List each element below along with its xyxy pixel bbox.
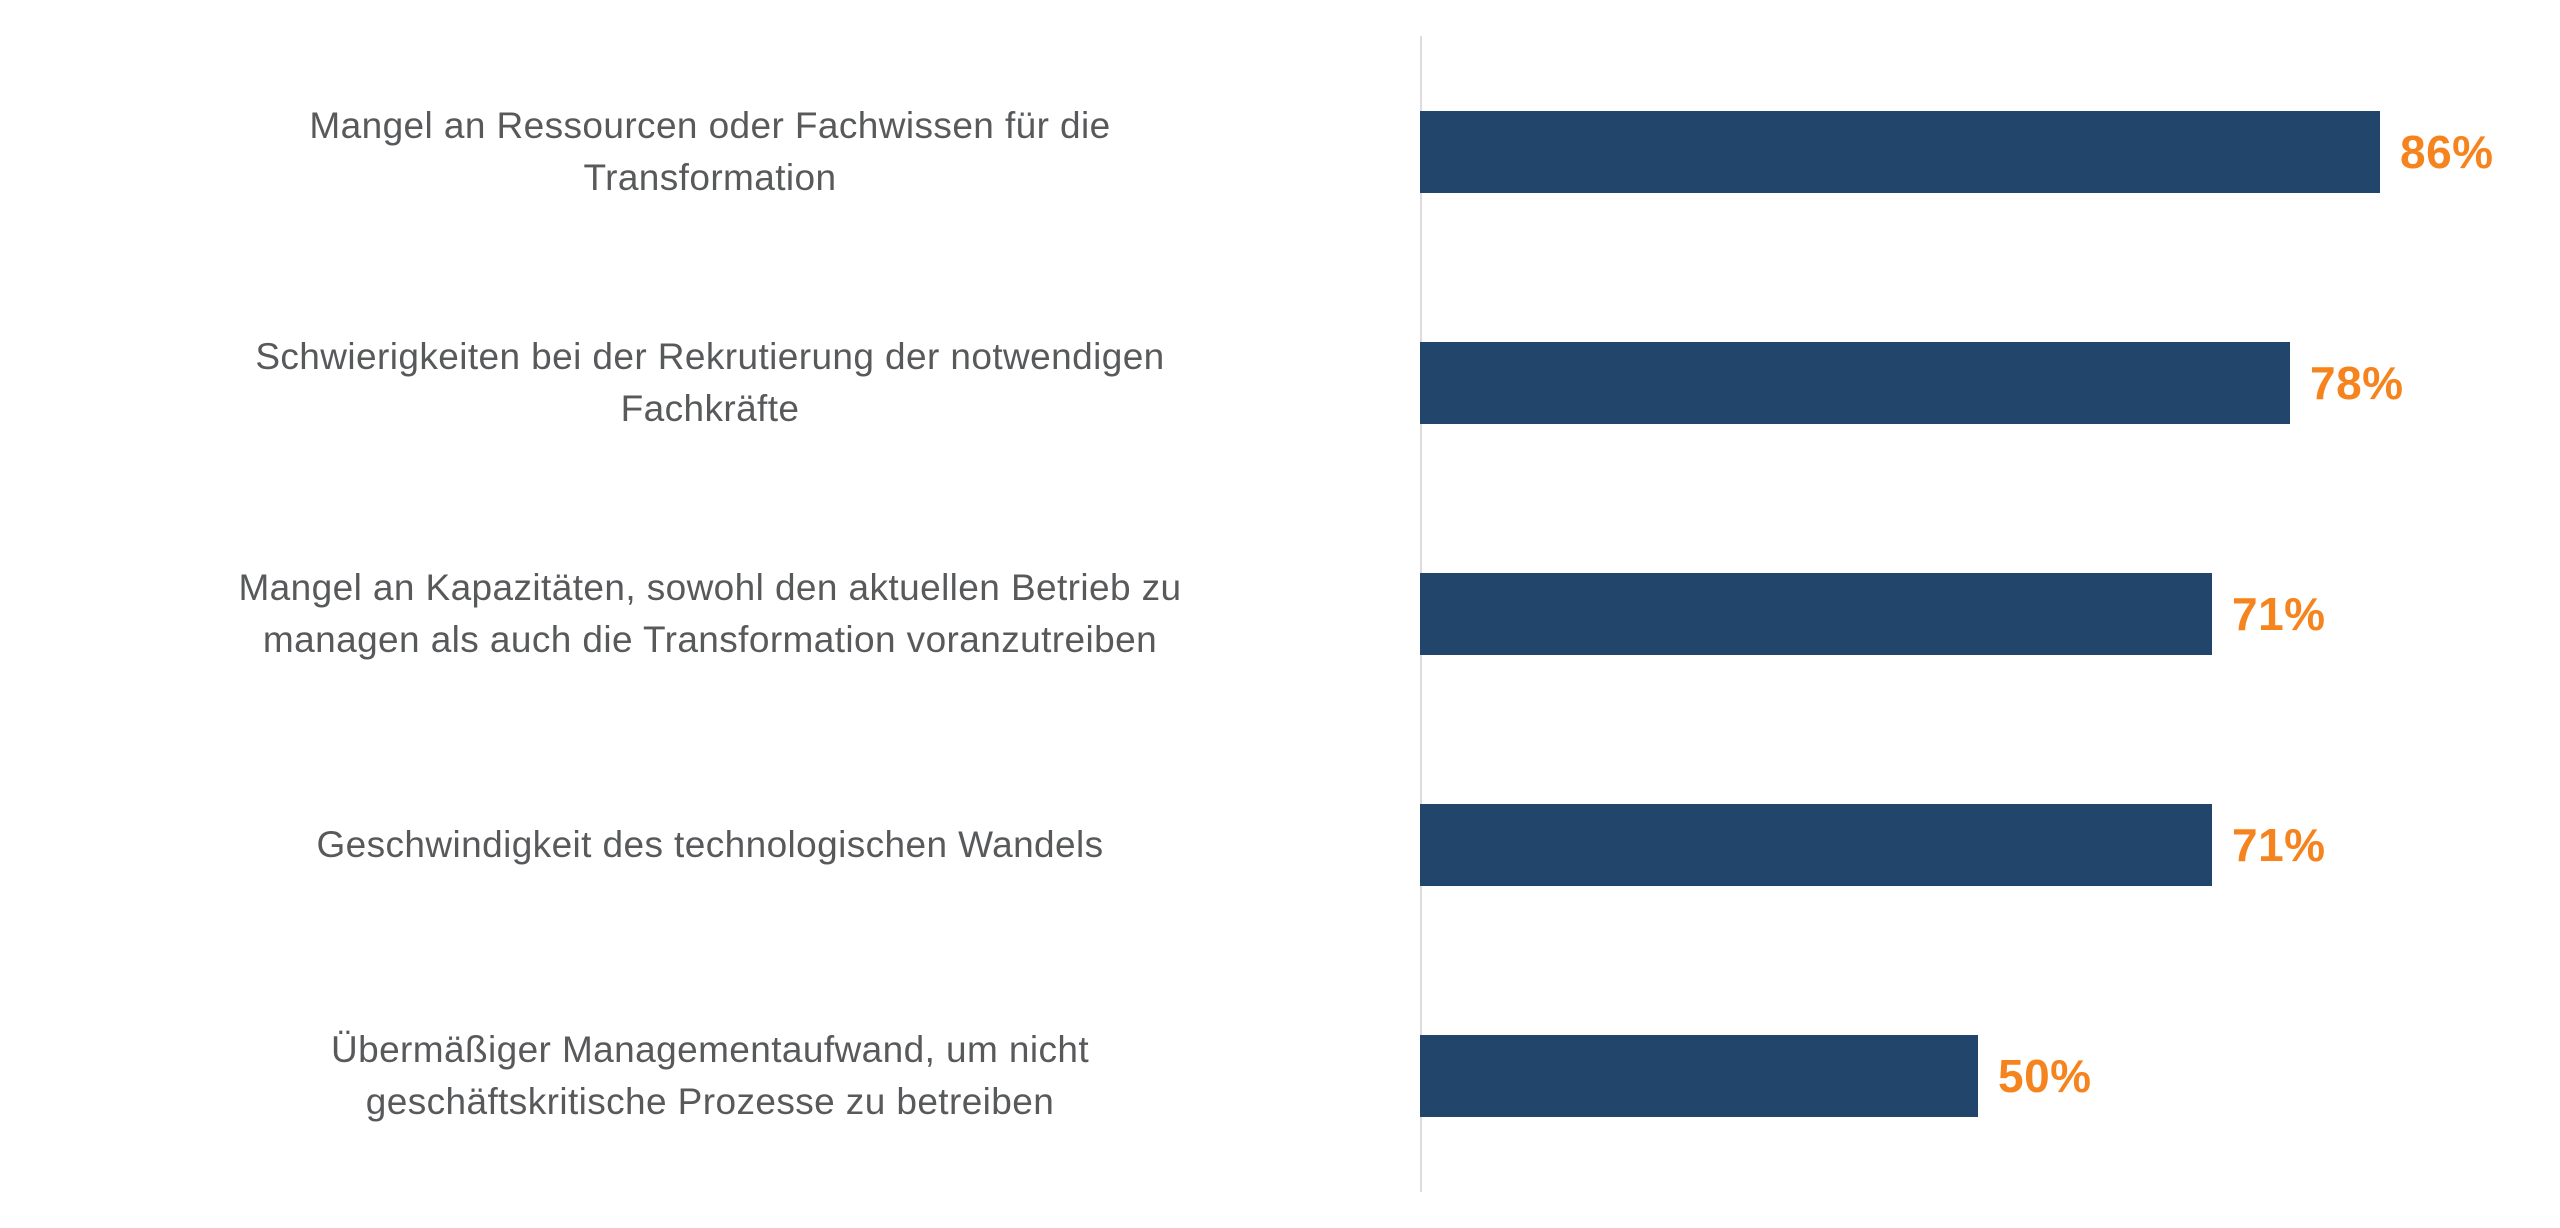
- value-label: 86%: [2400, 125, 2494, 178]
- value-label: 78%: [2310, 356, 2404, 409]
- value-label: 71%: [2232, 818, 2326, 871]
- bar-cell: 78%: [1420, 267, 2560, 498]
- category-label-cell: Mangel an Ressourcen oder Fachwissen für…: [0, 36, 1420, 267]
- bar: [1420, 803, 2212, 886]
- category-label-cell: Mangel an Kapazitäten, sowohl den aktuel…: [0, 498, 1420, 729]
- bar-cell: 71%: [1420, 729, 2560, 960]
- bar-cell: 50%: [1420, 960, 2560, 1191]
- bar-cell: 71%: [1420, 498, 2560, 729]
- category-label: Mangel an Ressourcen oder Fachwissen für…: [309, 105, 1111, 198]
- bar-row: Mangel an Ressourcen oder Fachwissen für…: [0, 36, 2560, 267]
- bar-row: Schwierigkeiten bei der Rekrutierung der…: [0, 267, 2560, 498]
- bar-row: Mangel an Kapazitäten, sowohl den aktuel…: [0, 498, 2560, 729]
- bar: [1420, 572, 2212, 655]
- bar: [1420, 341, 2290, 424]
- category-label-cell: Schwierigkeiten bei der Rekrutierung der…: [0, 267, 1420, 498]
- bar: [1420, 1034, 1978, 1117]
- bar-row: Übermäßiger Managementaufwand, um nicht …: [0, 960, 2560, 1191]
- category-label-cell: Geschwindigkeit des technologischen Wand…: [0, 729, 1420, 960]
- bar: [1420, 110, 2380, 193]
- category-label: Geschwindigkeit des technologischen Wand…: [316, 823, 1104, 865]
- bar-cell: 86%: [1420, 36, 2560, 267]
- category-label-cell: Übermäßiger Managementaufwand, um nicht …: [0, 960, 1420, 1191]
- category-label: Mangel an Kapazitäten, sowohl den aktuel…: [238, 567, 1182, 660]
- category-label: Übermäßiger Managementaufwand, um nicht …: [330, 1029, 1090, 1122]
- value-label: 71%: [2232, 587, 2326, 640]
- value-label: 50%: [1998, 1049, 2092, 1102]
- category-label: Schwierigkeiten bei der Rekrutierung der…: [255, 336, 1165, 429]
- bar-rows: Mangel an Ressourcen oder Fachwissen für…: [0, 36, 2560, 1191]
- bar-row: Geschwindigkeit des technologischen Wand…: [0, 729, 2560, 960]
